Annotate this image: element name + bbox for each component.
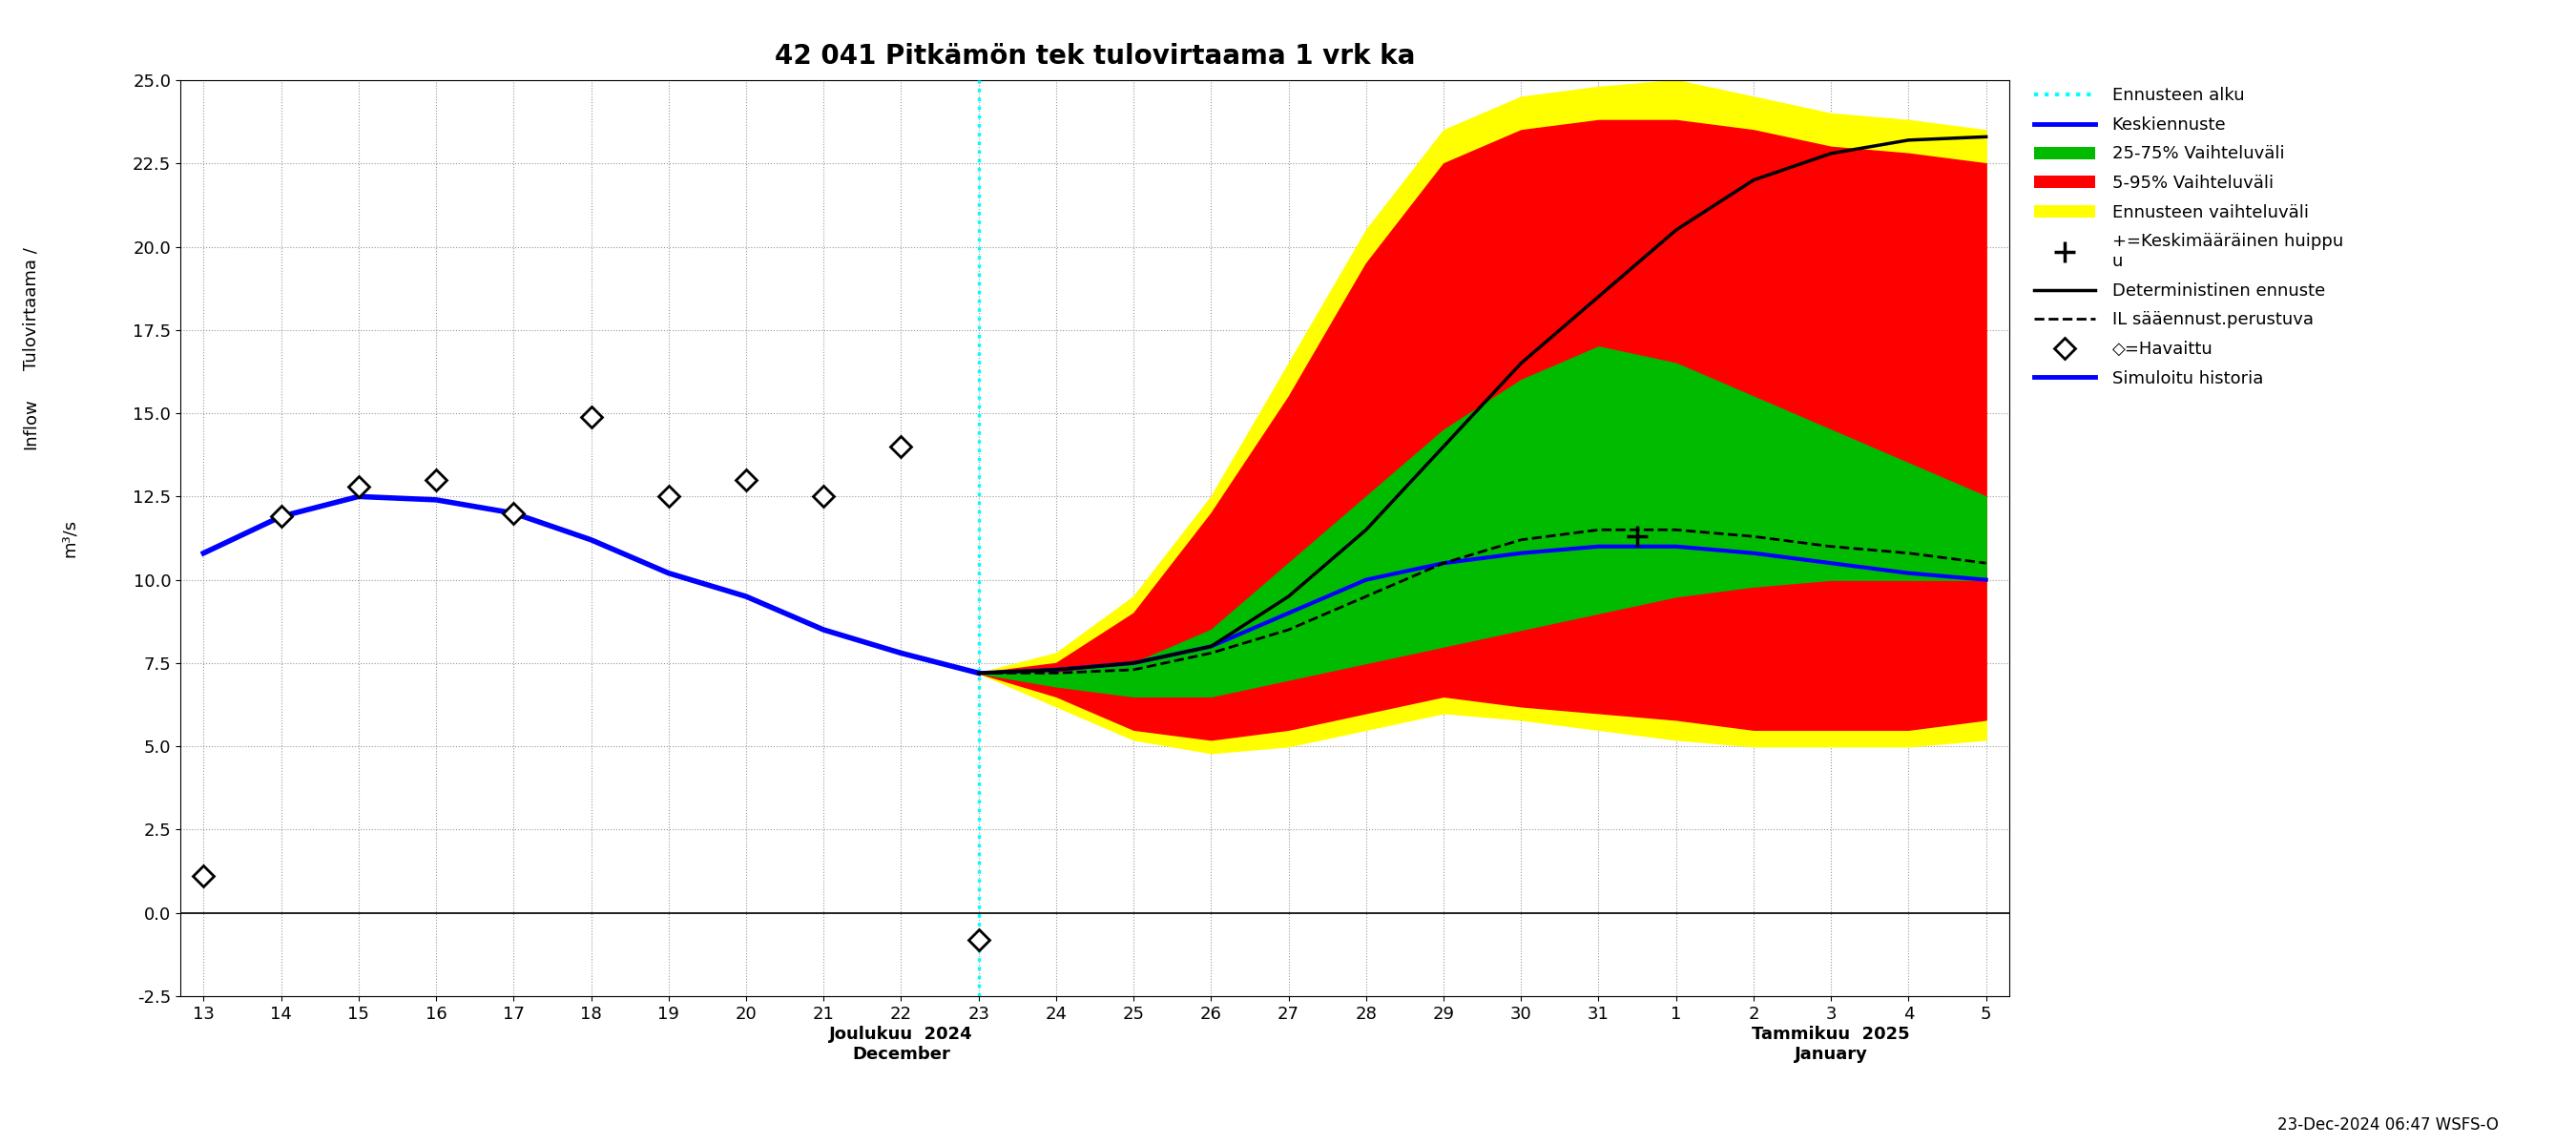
Text: Tammikuu  2025
January: Tammikuu 2025 January [1752,1026,1909,1064]
Text: Tulovirtaama /: Tulovirtaama / [23,247,39,371]
Text: m³/s: m³/s [62,519,77,558]
Title: 42 041 Pitkämön tek tulovirtaama 1 vrk ka: 42 041 Pitkämön tek tulovirtaama 1 vrk k… [775,44,1414,70]
Text: Joulukuu  2024
December: Joulukuu 2024 December [829,1026,974,1064]
Legend: Ennusteen alku, Keskiennuste, 25-75% Vaihteluväli, 5-95% Vaihteluväli, Ennusteen: Ennusteen alku, Keskiennuste, 25-75% Vai… [2027,80,2349,394]
Text: 23-Dec-2024 06:47 WSFS-O: 23-Dec-2024 06:47 WSFS-O [2277,1116,2499,1134]
Text: Inflow: Inflow [23,398,39,449]
